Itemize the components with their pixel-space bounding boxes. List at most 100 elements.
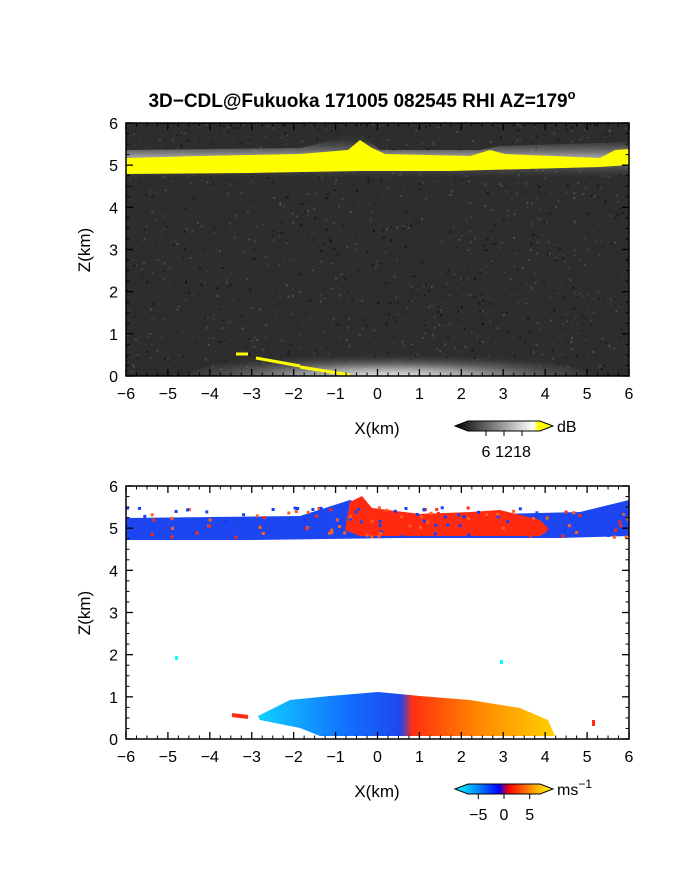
noise-pixel bbox=[487, 187, 490, 190]
noise-pixel bbox=[256, 338, 258, 341]
noise-pixel bbox=[434, 179, 437, 182]
reflectivity-axes: −6 −5 −4 −3 −2 −1 0 1 2 3 4 5 6 0 1 2 3 4 5 6 bbox=[109, 116, 633, 403]
noise-pixel bbox=[470, 194, 473, 197]
noise-pixel bbox=[437, 126, 440, 129]
noise-pixel bbox=[437, 138, 440, 141]
noise-pixel bbox=[512, 214, 515, 217]
noise-pixel bbox=[356, 189, 358, 192]
cloud-layer-echo bbox=[126, 140, 629, 174]
noise-pixel bbox=[228, 321, 231, 324]
noise-pixel bbox=[313, 207, 316, 210]
noise-pixel bbox=[342, 286, 345, 288]
noise-pixel bbox=[341, 197, 344, 200]
noise-pixel bbox=[285, 284, 288, 287]
noise-pixel bbox=[553, 309, 556, 312]
noise-pixel bbox=[410, 290, 413, 293]
noise-pixel bbox=[420, 261, 423, 263]
noise-pixel bbox=[456, 246, 459, 249]
noise-pixel bbox=[325, 128, 328, 131]
noise-pixel bbox=[385, 250, 388, 253]
noise-pixel bbox=[405, 143, 408, 146]
noise-pixel bbox=[616, 213, 619, 216]
noise-pixel bbox=[151, 272, 154, 275]
velocity-xtick-label: 0 bbox=[373, 749, 382, 766]
noise-pixel bbox=[346, 246, 349, 249]
noise-pixel bbox=[416, 294, 419, 297]
noise-pixel bbox=[322, 179, 325, 182]
noise-pixel bbox=[609, 303, 612, 305]
noise-pixel bbox=[551, 273, 554, 276]
noise-pixel bbox=[302, 323, 305, 326]
velocity-speckle-pixel bbox=[365, 533, 369, 537]
noise-pixel bbox=[363, 333, 365, 336]
velocity-speckle-pixel bbox=[143, 514, 147, 518]
noise-pixel bbox=[622, 270, 625, 273]
velocity-speckle-pixel bbox=[443, 515, 447, 519]
noise-pixel bbox=[148, 146, 151, 149]
noise-pixel bbox=[601, 309, 604, 312]
noise-pixel bbox=[207, 344, 210, 346]
noise-pixel bbox=[327, 193, 330, 196]
noise-pixel bbox=[151, 211, 154, 214]
velocity-speckle-pixel bbox=[317, 506, 321, 510]
noise-pixel bbox=[129, 359, 132, 362]
noise-pixel bbox=[126, 279, 129, 282]
noise-pixel bbox=[127, 193, 130, 196]
noise-pixel bbox=[184, 230, 187, 233]
noise-pixel bbox=[278, 192, 280, 195]
noise-pixel bbox=[445, 272, 448, 275]
noise-pixel bbox=[387, 139, 390, 142]
noise-pixel bbox=[332, 317, 335, 320]
noise-pixel bbox=[615, 240, 618, 242]
noise-pixel bbox=[500, 198, 503, 201]
noise-pixel bbox=[226, 283, 229, 286]
velocity-speckle-pixel bbox=[255, 514, 259, 518]
noise-pixel bbox=[405, 308, 407, 311]
noise-pixel bbox=[172, 139, 175, 142]
noise-pixel bbox=[527, 317, 529, 320]
noise-pixel bbox=[424, 197, 427, 200]
noise-pixel bbox=[200, 179, 203, 182]
noise-pixel bbox=[184, 248, 186, 251]
noise-pixel bbox=[224, 128, 227, 131]
velocity-xtick-label: 5 bbox=[583, 749, 592, 766]
noise-pixel bbox=[438, 137, 441, 140]
noise-pixel bbox=[406, 307, 409, 310]
noise-pixel bbox=[562, 253, 565, 256]
velocity-speckle-pixel bbox=[195, 531, 199, 535]
velocity-axes: −6 −5 −4 −3 −2 −1 0 1 2 3 4 5 6 0 1 2 3 4 5 6 bbox=[109, 479, 633, 766]
noise-pixel bbox=[354, 248, 357, 251]
noise-pixel bbox=[338, 293, 341, 296]
noise-pixel bbox=[332, 222, 335, 225]
noise-pixel bbox=[427, 283, 429, 286]
velocity-isolated-pixel-left bbox=[175, 656, 178, 660]
noise-pixel bbox=[494, 242, 497, 245]
velocity-speckle-pixel bbox=[287, 511, 291, 515]
noise-pixel bbox=[245, 346, 248, 349]
noise-pixel bbox=[299, 274, 302, 277]
noise-pixel bbox=[562, 257, 565, 260]
noise-pixel bbox=[337, 131, 340, 134]
noise-pixel bbox=[308, 199, 311, 202]
velocity-speckle-pixel bbox=[446, 523, 450, 527]
velocity-ytick-label: 6 bbox=[109, 479, 118, 496]
noise-pixel bbox=[308, 299, 311, 302]
velocity-speckle-pixel bbox=[305, 527, 309, 531]
noise-pixel bbox=[380, 180, 383, 183]
noise-pixel bbox=[458, 238, 461, 241]
velocity-xtick-label: −1 bbox=[326, 749, 344, 766]
noise-pixel bbox=[476, 335, 479, 338]
velocity-speckle-pixel bbox=[294, 510, 298, 513]
noise-pixel bbox=[354, 243, 357, 245]
noise-pixel bbox=[566, 313, 569, 316]
noise-pixel bbox=[149, 188, 152, 191]
noise-pixel bbox=[249, 181, 252, 184]
noise-pixel bbox=[433, 316, 436, 319]
noise-pixel bbox=[265, 255, 268, 258]
noise-pixel bbox=[362, 184, 365, 187]
velocity-speckle-pixel bbox=[590, 530, 594, 534]
noise-pixel bbox=[463, 327, 466, 330]
noise-pixel bbox=[592, 312, 595, 314]
noise-pixel bbox=[200, 280, 203, 282]
noise-pixel bbox=[393, 199, 396, 202]
